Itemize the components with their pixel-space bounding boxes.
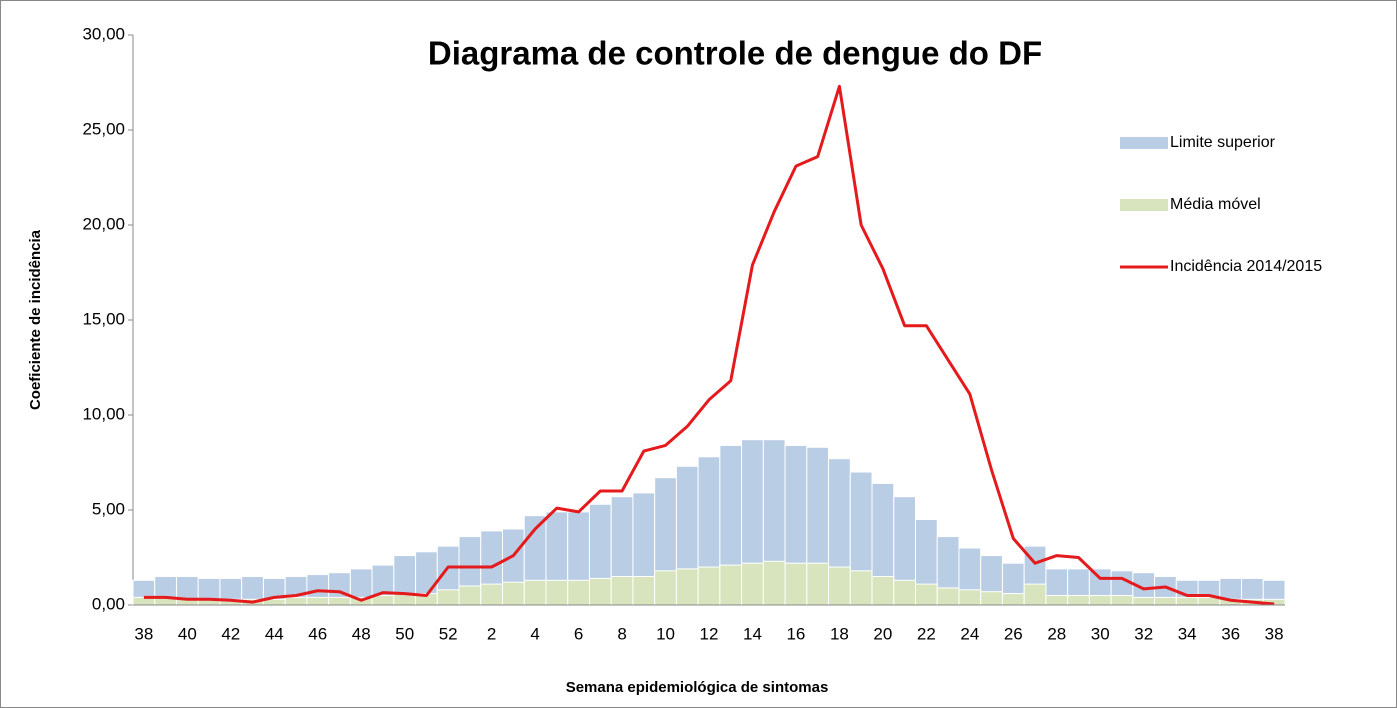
y-tick-label: 5,00 bbox=[92, 499, 125, 518]
bar bbox=[458, 585, 482, 606]
bar bbox=[1088, 595, 1112, 606]
x-tick-label: 6 bbox=[574, 624, 583, 643]
bar bbox=[1132, 596, 1156, 606]
bar bbox=[1154, 596, 1177, 606]
y-tick-label: 10,00 bbox=[82, 404, 125, 423]
bar bbox=[871, 576, 895, 606]
bar bbox=[523, 579, 547, 606]
legend-swatch bbox=[1120, 199, 1168, 211]
x-tick-label: 14 bbox=[743, 624, 762, 643]
bar bbox=[306, 596, 330, 606]
bar bbox=[719, 564, 743, 606]
x-tick-label: 38 bbox=[134, 624, 153, 643]
bar bbox=[849, 570, 873, 606]
x-tick-label: 40 bbox=[178, 624, 197, 643]
bar bbox=[1023, 583, 1047, 606]
x-tick-label: 50 bbox=[395, 624, 414, 643]
x-tick-label: 32 bbox=[1134, 624, 1153, 643]
x-axis-title: Semana epidemiológica de sintomas bbox=[566, 679, 829, 696]
legend-swatch bbox=[1120, 137, 1168, 149]
x-tick-label: 46 bbox=[308, 624, 327, 643]
bar bbox=[632, 576, 656, 606]
bar bbox=[436, 589, 460, 606]
x-tick-label: 4 bbox=[530, 624, 539, 643]
bar bbox=[654, 570, 677, 606]
y-tick-label: 30,00 bbox=[82, 24, 125, 43]
bar bbox=[502, 581, 525, 606]
bar bbox=[284, 596, 308, 606]
bar bbox=[1175, 596, 1199, 606]
x-tick-label: 38 bbox=[1265, 624, 1284, 643]
legend-label: Incidência 2014/2015 bbox=[1170, 258, 1322, 275]
bar bbox=[567, 579, 590, 606]
y-tick-label: 15,00 bbox=[82, 309, 125, 328]
x-tick-label: 2 bbox=[487, 624, 496, 643]
x-tick-label: 42 bbox=[221, 624, 240, 643]
y-axis-title: Coeficiente de incidência bbox=[27, 229, 44, 410]
legend-label: Média móvel bbox=[1170, 196, 1261, 213]
bar bbox=[936, 587, 960, 606]
bar bbox=[784, 562, 808, 606]
bar bbox=[675, 568, 699, 606]
bar bbox=[958, 589, 982, 606]
x-tick-label: 28 bbox=[1047, 624, 1066, 643]
x-tick-label: 8 bbox=[617, 624, 626, 643]
x-tick-label: 48 bbox=[352, 624, 371, 643]
x-tick-label: 36 bbox=[1221, 624, 1240, 643]
bar bbox=[1001, 593, 1025, 606]
legend-label: Limite superior bbox=[1170, 134, 1276, 151]
x-tick-label: 44 bbox=[265, 624, 284, 643]
x-tick-label: 24 bbox=[960, 624, 979, 643]
bar bbox=[1110, 595, 1134, 606]
bar bbox=[914, 583, 938, 606]
bar bbox=[545, 579, 569, 606]
bar bbox=[1067, 595, 1090, 606]
bar bbox=[741, 562, 764, 606]
bar bbox=[893, 579, 916, 606]
x-tick-label: 12 bbox=[700, 624, 719, 643]
bar bbox=[480, 583, 504, 606]
bar bbox=[588, 577, 612, 606]
x-tick-label: 16 bbox=[786, 624, 805, 643]
y-tick-label: 0,00 bbox=[92, 594, 125, 613]
bar bbox=[697, 566, 721, 606]
bar bbox=[806, 562, 830, 606]
chart-title: Diagrama de controle de dengue do DF bbox=[428, 35, 1042, 72]
x-tick-label: 30 bbox=[1091, 624, 1110, 643]
y-tick-label: 20,00 bbox=[82, 214, 125, 233]
bar bbox=[980, 591, 1003, 606]
bar bbox=[371, 595, 395, 606]
bar bbox=[1045, 595, 1069, 606]
x-tick-label: 20 bbox=[873, 624, 892, 643]
bar bbox=[328, 596, 351, 606]
line bbox=[143, 84, 1275, 606]
x-tick-label: 34 bbox=[1178, 624, 1197, 643]
x-tick-label: 26 bbox=[1004, 624, 1023, 643]
x-tick-label: 22 bbox=[917, 624, 936, 643]
bar bbox=[762, 560, 786, 606]
x-tick-label: 18 bbox=[830, 624, 849, 643]
bar bbox=[828, 566, 851, 606]
y-tick-label: 25,00 bbox=[82, 119, 125, 138]
x-tick-label: 10 bbox=[656, 624, 675, 643]
x-tick-label: 52 bbox=[439, 624, 458, 643]
bar bbox=[610, 576, 634, 606]
